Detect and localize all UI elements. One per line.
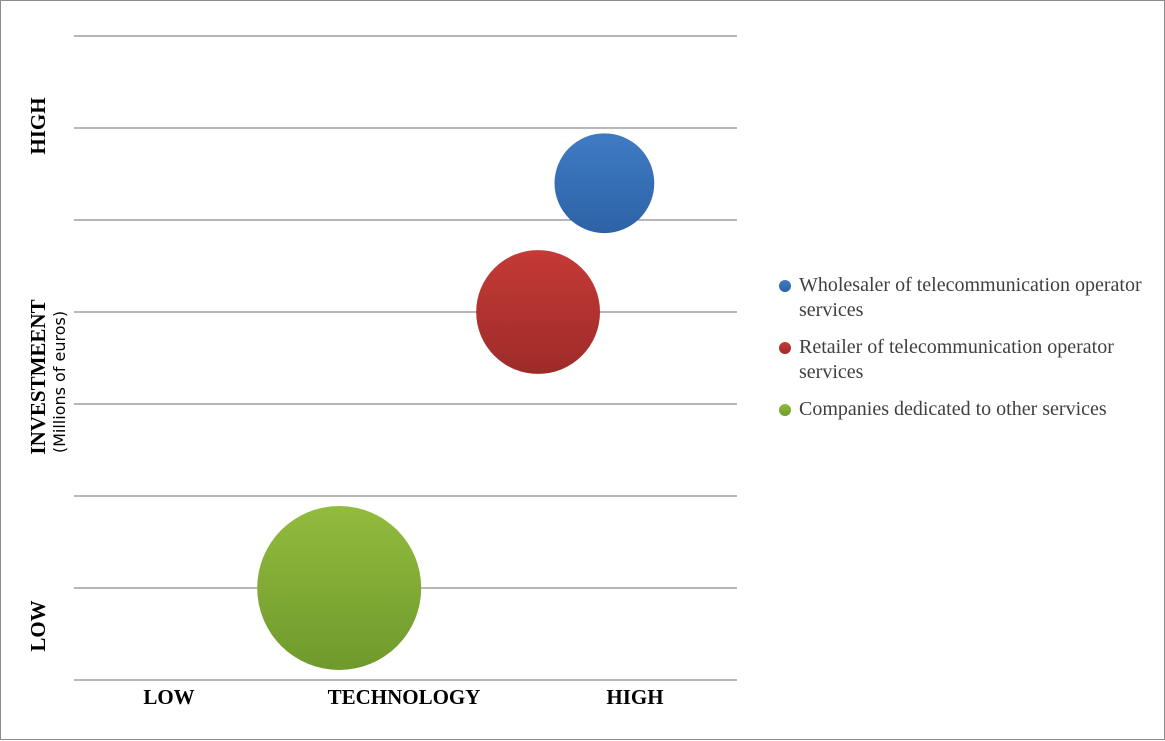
legend: Wholesaler of telecommunication operator… bbox=[777, 273, 1157, 434]
bubble-0 bbox=[554, 133, 655, 234]
x-axis-low-label: LOW bbox=[143, 685, 194, 709]
y-axis-low-label: LOW bbox=[26, 600, 50, 651]
y-axis-subtitle: (Millions of euros) bbox=[50, 311, 69, 453]
bubble-2 bbox=[257, 506, 422, 670]
legend-marker bbox=[779, 342, 791, 354]
legend-label: Wholesaler of telecommunication operator… bbox=[799, 274, 1142, 321]
legend-marker bbox=[779, 280, 791, 292]
y-axis-title: INVESTMEENT bbox=[26, 299, 50, 454]
x-axis-high-label: HIGH bbox=[606, 685, 663, 709]
legend-item-wholesaler: Wholesaler of telecommunication operator… bbox=[777, 273, 1157, 323]
legend-item-other-services: Companies dedicated to other services bbox=[777, 397, 1157, 422]
bubble-1 bbox=[476, 250, 601, 374]
legend-label: Retailer of telecommunication operator s… bbox=[799, 336, 1114, 383]
legend-marker bbox=[779, 404, 791, 416]
legend-item-retailer: Retailer of telecommunication operator s… bbox=[777, 335, 1157, 385]
x-axis-title: TECHNOLOGY bbox=[328, 685, 481, 709]
y-axis-high-label: HIGH bbox=[26, 97, 50, 154]
legend-label: Companies dedicated to other services bbox=[799, 398, 1107, 420]
